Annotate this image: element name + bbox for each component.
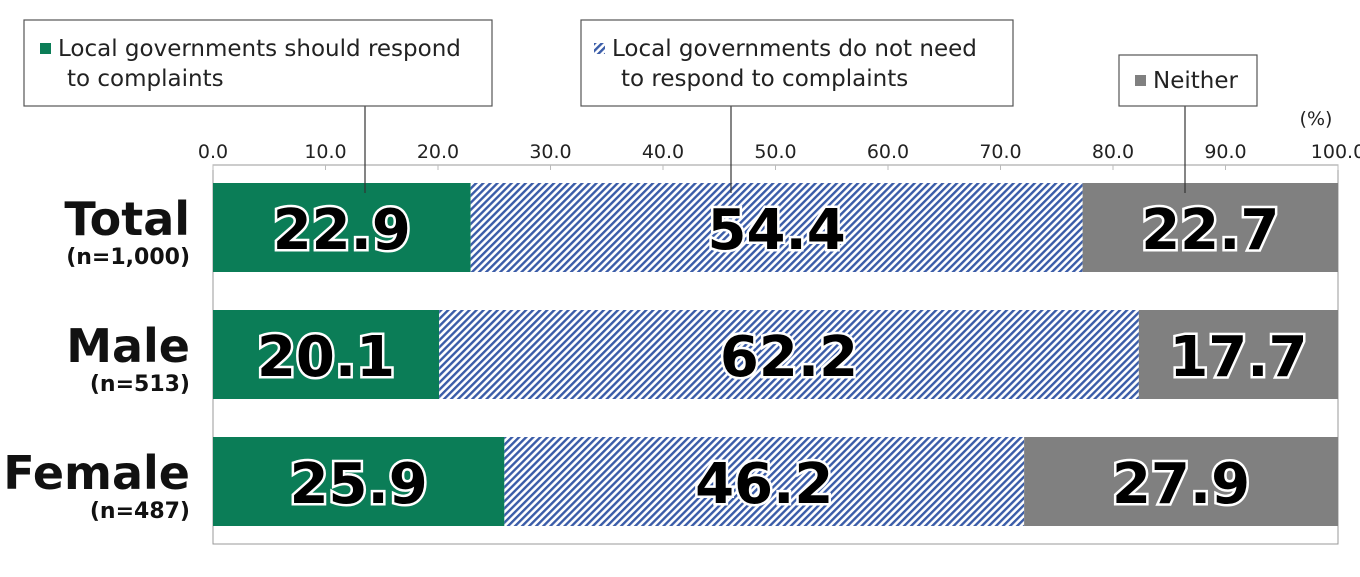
bar-segment xyxy=(213,310,440,399)
legend-callout-box xyxy=(580,19,1014,107)
x-tick-label: 40.0 xyxy=(642,141,684,163)
bar-segment xyxy=(439,310,1139,399)
data-label: 20.1 xyxy=(257,325,395,390)
bar-segment xyxy=(1138,310,1338,399)
bar-segment xyxy=(504,437,1025,526)
x-tick-label: 100.0 xyxy=(1311,141,1360,163)
bar-segment xyxy=(1082,183,1338,272)
x-tick-label: 60.0 xyxy=(867,141,909,163)
x-tick-label: 20.0 xyxy=(417,141,459,163)
x-tick-label: 80.0 xyxy=(1092,141,1134,163)
category-label: Female xyxy=(3,446,190,500)
category-n-label: (n=487) xyxy=(90,499,190,524)
x-tick-label: 90.0 xyxy=(1204,141,1246,163)
category-n-label: (n=1,000) xyxy=(66,245,190,270)
data-label: 54.4 xyxy=(708,198,846,263)
legend-label: to complaints xyxy=(67,66,224,92)
x-tick-label: 10.0 xyxy=(304,141,346,163)
legend-label: Local governments should respond xyxy=(58,36,461,62)
bar-segment xyxy=(213,183,471,272)
x-tick-label: 50.0 xyxy=(754,141,796,163)
category-n-label: (n=513) xyxy=(90,372,190,397)
category-label: Male xyxy=(66,319,190,373)
unit-label: (%) xyxy=(1300,108,1333,130)
bar-segment xyxy=(1024,437,1338,526)
x-tick-label: 0.0 xyxy=(198,141,228,163)
legend-swatch xyxy=(40,43,51,54)
data-label: 62.2 xyxy=(720,325,858,390)
legend-swatch xyxy=(594,43,605,54)
data-label: 27.9 xyxy=(1112,452,1250,517)
legend-label: to respond to complaints xyxy=(621,66,908,92)
data-label: 22.9 xyxy=(273,198,411,263)
bar-segment xyxy=(213,437,505,526)
legend-callout-box xyxy=(23,19,493,107)
x-tick-label: 30.0 xyxy=(529,141,571,163)
bar-segment xyxy=(470,183,1083,272)
data-label: 22.7 xyxy=(1141,198,1279,263)
data-label: 17.7 xyxy=(1169,325,1307,390)
category-label: Total xyxy=(64,192,190,246)
legend-label: Neither xyxy=(1153,68,1238,94)
x-tick-label: 70.0 xyxy=(979,141,1021,163)
legend-label: Local governments do not need xyxy=(612,36,977,62)
legend-swatch xyxy=(1135,75,1146,86)
data-label: 46.2 xyxy=(695,452,833,517)
data-label: 25.9 xyxy=(290,452,428,517)
